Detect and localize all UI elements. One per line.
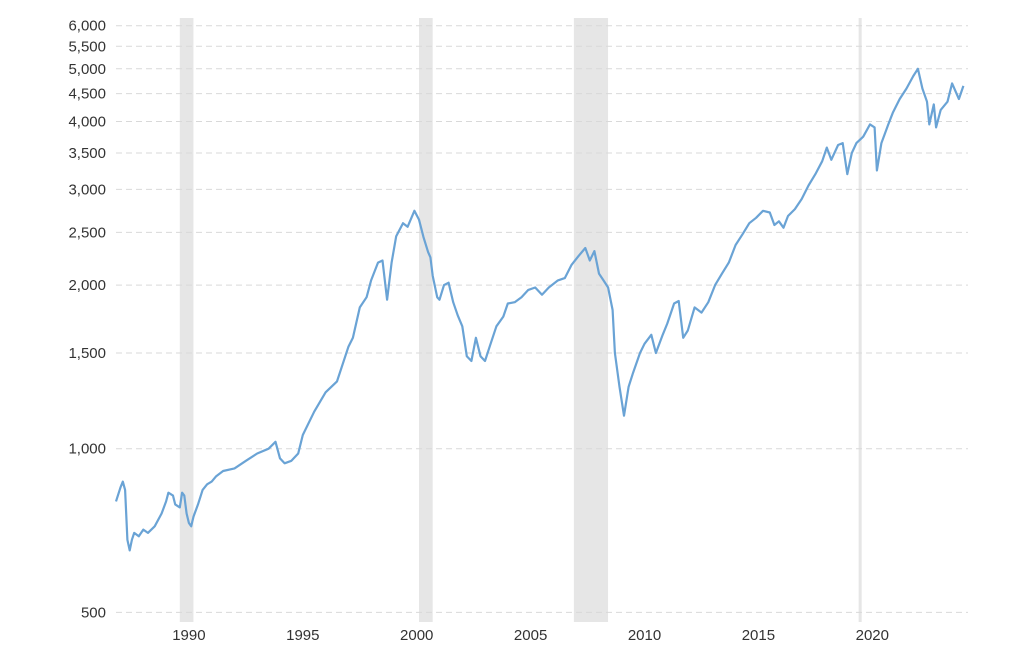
x-tick-label: 2005	[514, 627, 547, 644]
recession-band-0	[179, 18, 194, 622]
y-tick-label: 5,000	[68, 61, 106, 78]
series-line	[114, 67, 965, 552]
y-tick-label: 3,500	[68, 145, 106, 162]
y-tick-label: 2,500	[68, 224, 106, 241]
x-tick-label: 1995	[286, 627, 319, 644]
y-tick-label: 4,500	[68, 86, 106, 103]
y-axis-tick-labels: 500 1,000 1,500 2,000 2,500 3,000 3,500 4,000 4,…	[68, 18, 106, 622]
y-tick-label: 1,000	[68, 441, 106, 458]
x-tick-label: 2000	[400, 627, 433, 644]
x-tick-label: 2020	[856, 627, 889, 644]
y-tick-label: 3,000	[68, 181, 106, 198]
y-tick-label: 5,500	[68, 38, 106, 55]
x-axis-tick-labels: 1990 1995 2000 2005 2010 2015 2020	[172, 627, 889, 644]
recession-band-2	[573, 18, 609, 622]
y-tick-label: 1,500	[68, 345, 106, 362]
recession-band-1	[418, 18, 433, 622]
y-tick-label: 4,000	[68, 113, 106, 130]
x-tick-label: 2015	[742, 627, 775, 644]
recession-band-3	[858, 18, 862, 622]
recession-bands	[179, 18, 862, 622]
x-tick-label: 1990	[172, 627, 205, 644]
x-tick-label: 2010	[628, 627, 661, 644]
y-tick-label: 6,000	[68, 18, 106, 35]
gridlines	[116, 25, 968, 613]
y-tick-label: 500	[81, 604, 106, 621]
y-tick-label: 2,000	[68, 277, 106, 294]
